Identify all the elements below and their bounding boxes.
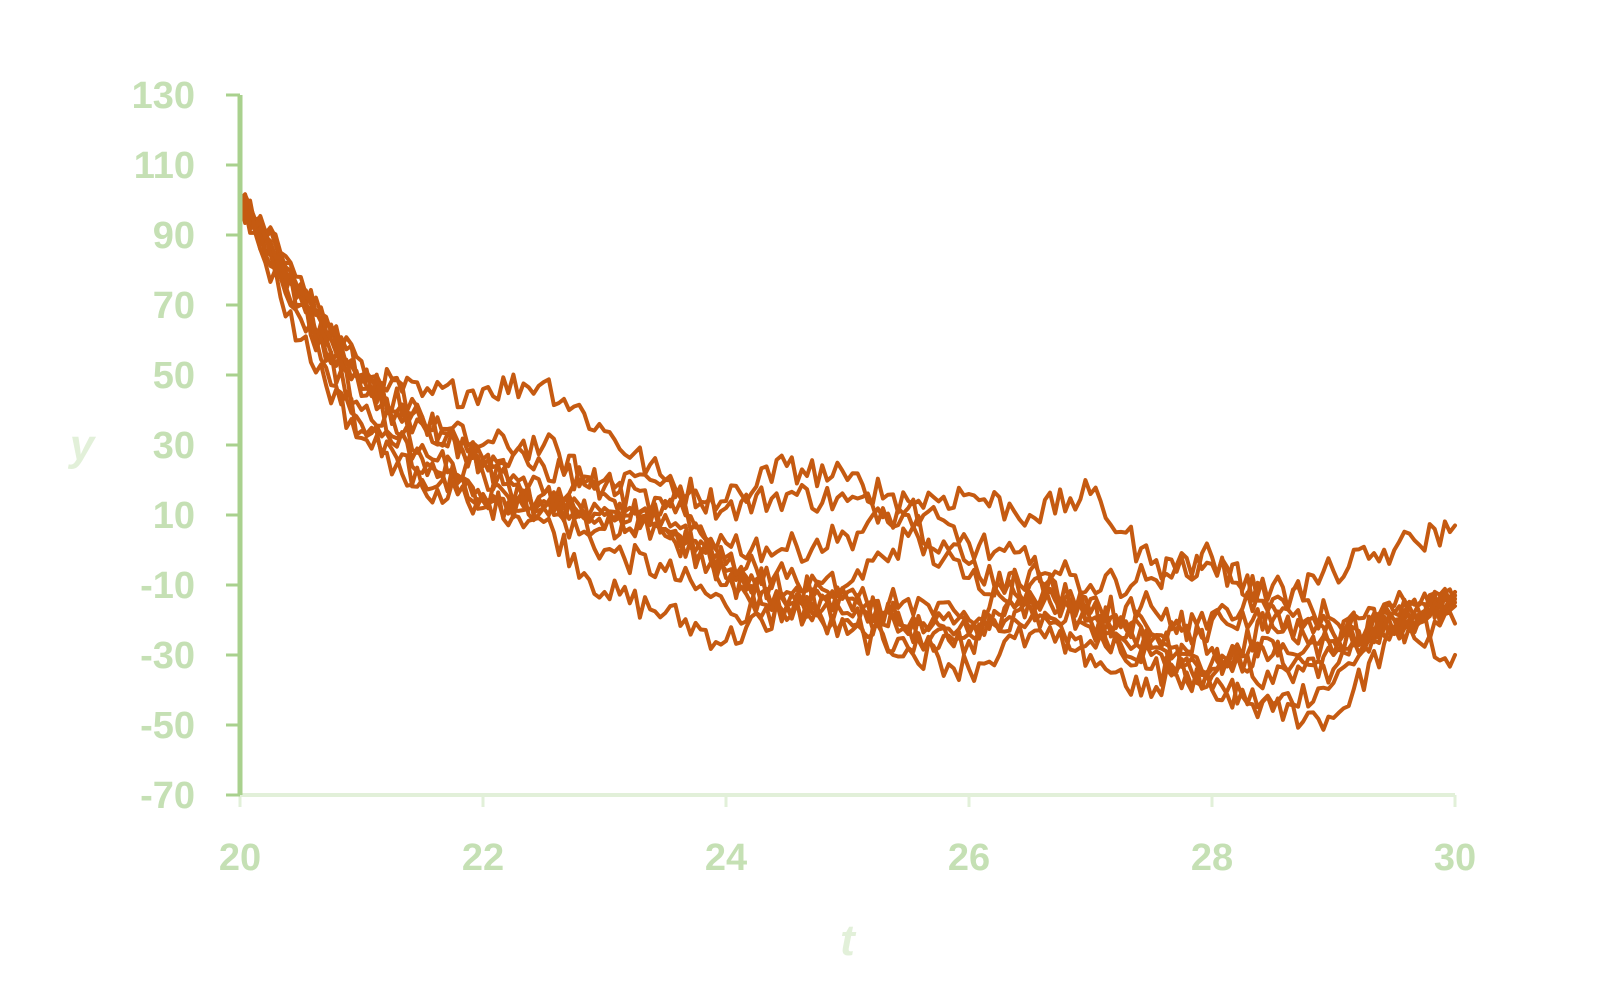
series-line-8 — [238, 198, 1457, 699]
y-tick-label: -70 — [140, 775, 195, 817]
x-tick-label: 28 — [1191, 837, 1233, 879]
series-line-4 — [238, 192, 1457, 691]
y-tick-label: 70 — [153, 285, 195, 327]
series-line-6 — [238, 198, 1457, 678]
y-tick-label: 130 — [132, 75, 195, 117]
series-line-10 — [238, 195, 1457, 618]
x-tick-label: 22 — [462, 837, 504, 879]
series-line-2 — [238, 198, 1457, 685]
y-tick-label: 30 — [153, 425, 195, 467]
series-line-9 — [238, 198, 1457, 647]
y-tick-label: 110 — [134, 145, 195, 187]
x-axis-label: t — [840, 916, 857, 965]
y-tick-label: -50 — [140, 705, 195, 747]
y-axis-label: y — [68, 421, 97, 470]
x-tick-label: 20 — [219, 837, 261, 879]
y-tick-label: 10 — [153, 495, 195, 537]
x-tick-label: 26 — [948, 837, 990, 879]
x-axis-ticks: 20 22 24 26 28 30 — [219, 795, 1476, 879]
y-tick-label: 50 — [153, 355, 195, 397]
x-tick-label: 24 — [705, 837, 747, 879]
y-axis-ticks: -70 -50 -30 -10 10 30 50 70 90 110 130 — [132, 75, 240, 817]
y-tick-label: -10 — [140, 565, 195, 607]
y-tick-label: -30 — [140, 635, 195, 677]
series-layer — [238, 192, 1457, 732]
x-tick-label: 30 — [1434, 837, 1476, 879]
y-tick-label: 90 — [153, 215, 195, 257]
